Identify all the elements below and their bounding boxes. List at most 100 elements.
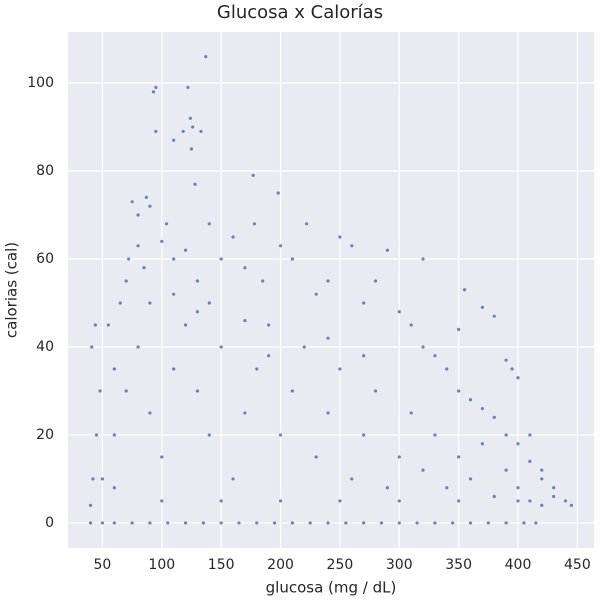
point [462,288,467,292]
point [136,244,140,248]
point [326,521,330,525]
point [480,305,484,309]
point [540,468,544,472]
point [350,477,354,481]
point [252,222,257,226]
point [98,389,102,393]
point [552,486,556,490]
point [94,433,99,437]
point [112,367,116,371]
point [457,455,461,459]
point [195,389,200,393]
point [219,499,223,503]
point [195,310,200,314]
point [207,222,211,226]
point [90,345,94,349]
point [409,323,413,327]
point [136,345,140,349]
point [305,222,309,226]
point [201,521,205,525]
point [468,398,473,402]
point [421,345,425,349]
point [100,477,105,481]
point [124,389,128,393]
point [397,455,401,459]
point [290,389,295,393]
point [528,459,532,463]
point [172,257,176,261]
point [93,323,97,327]
point [457,389,461,393]
point [326,411,330,415]
point [193,182,197,186]
point [480,442,484,446]
point [160,239,164,243]
point [397,521,401,525]
point [219,257,223,261]
x-tick-label: 400 [505,557,532,573]
point [290,257,295,261]
point [160,499,164,503]
point [385,248,389,252]
point [445,367,449,371]
point [457,499,461,503]
point [118,301,122,305]
point [457,327,461,331]
point [433,521,437,525]
point [204,55,208,59]
x-tick-label: 300 [386,557,413,573]
y-tick-label: 60 [36,251,54,267]
point [183,521,188,525]
x-tick-label: 450 [564,557,591,573]
point [552,494,556,499]
x-tick-label: 100 [148,557,175,573]
point [373,389,378,393]
point [433,354,437,358]
y-axis-label: calorias (cal) [3,242,21,338]
point [528,499,532,503]
point [278,244,283,248]
point [492,494,496,499]
x-tick-label: 250 [327,557,354,573]
point [219,521,223,525]
point [100,521,105,525]
point [181,129,185,134]
point [112,521,116,525]
point [160,455,164,459]
point [528,433,532,437]
point [183,323,188,327]
point [255,521,259,525]
point [219,345,223,349]
point [534,521,538,525]
point [186,85,190,90]
point [421,257,425,261]
point [243,266,247,270]
point [415,521,419,525]
point [261,279,265,283]
point [144,195,148,200]
point [172,138,176,142]
point [397,310,401,314]
point [569,503,574,507]
plot-area [68,32,594,548]
point [148,301,152,305]
point [164,222,169,226]
point [516,376,520,380]
point [267,323,271,327]
point [540,477,544,481]
point [451,521,455,525]
grid [68,32,594,548]
point [516,442,520,446]
point [191,125,195,129]
point [362,521,366,525]
point [166,521,170,525]
point [362,354,366,358]
point [276,191,280,195]
point [445,486,449,490]
point [385,486,389,490]
point [338,235,342,239]
point [409,411,413,415]
x-tick-label: 50 [94,557,112,573]
point [504,433,508,437]
